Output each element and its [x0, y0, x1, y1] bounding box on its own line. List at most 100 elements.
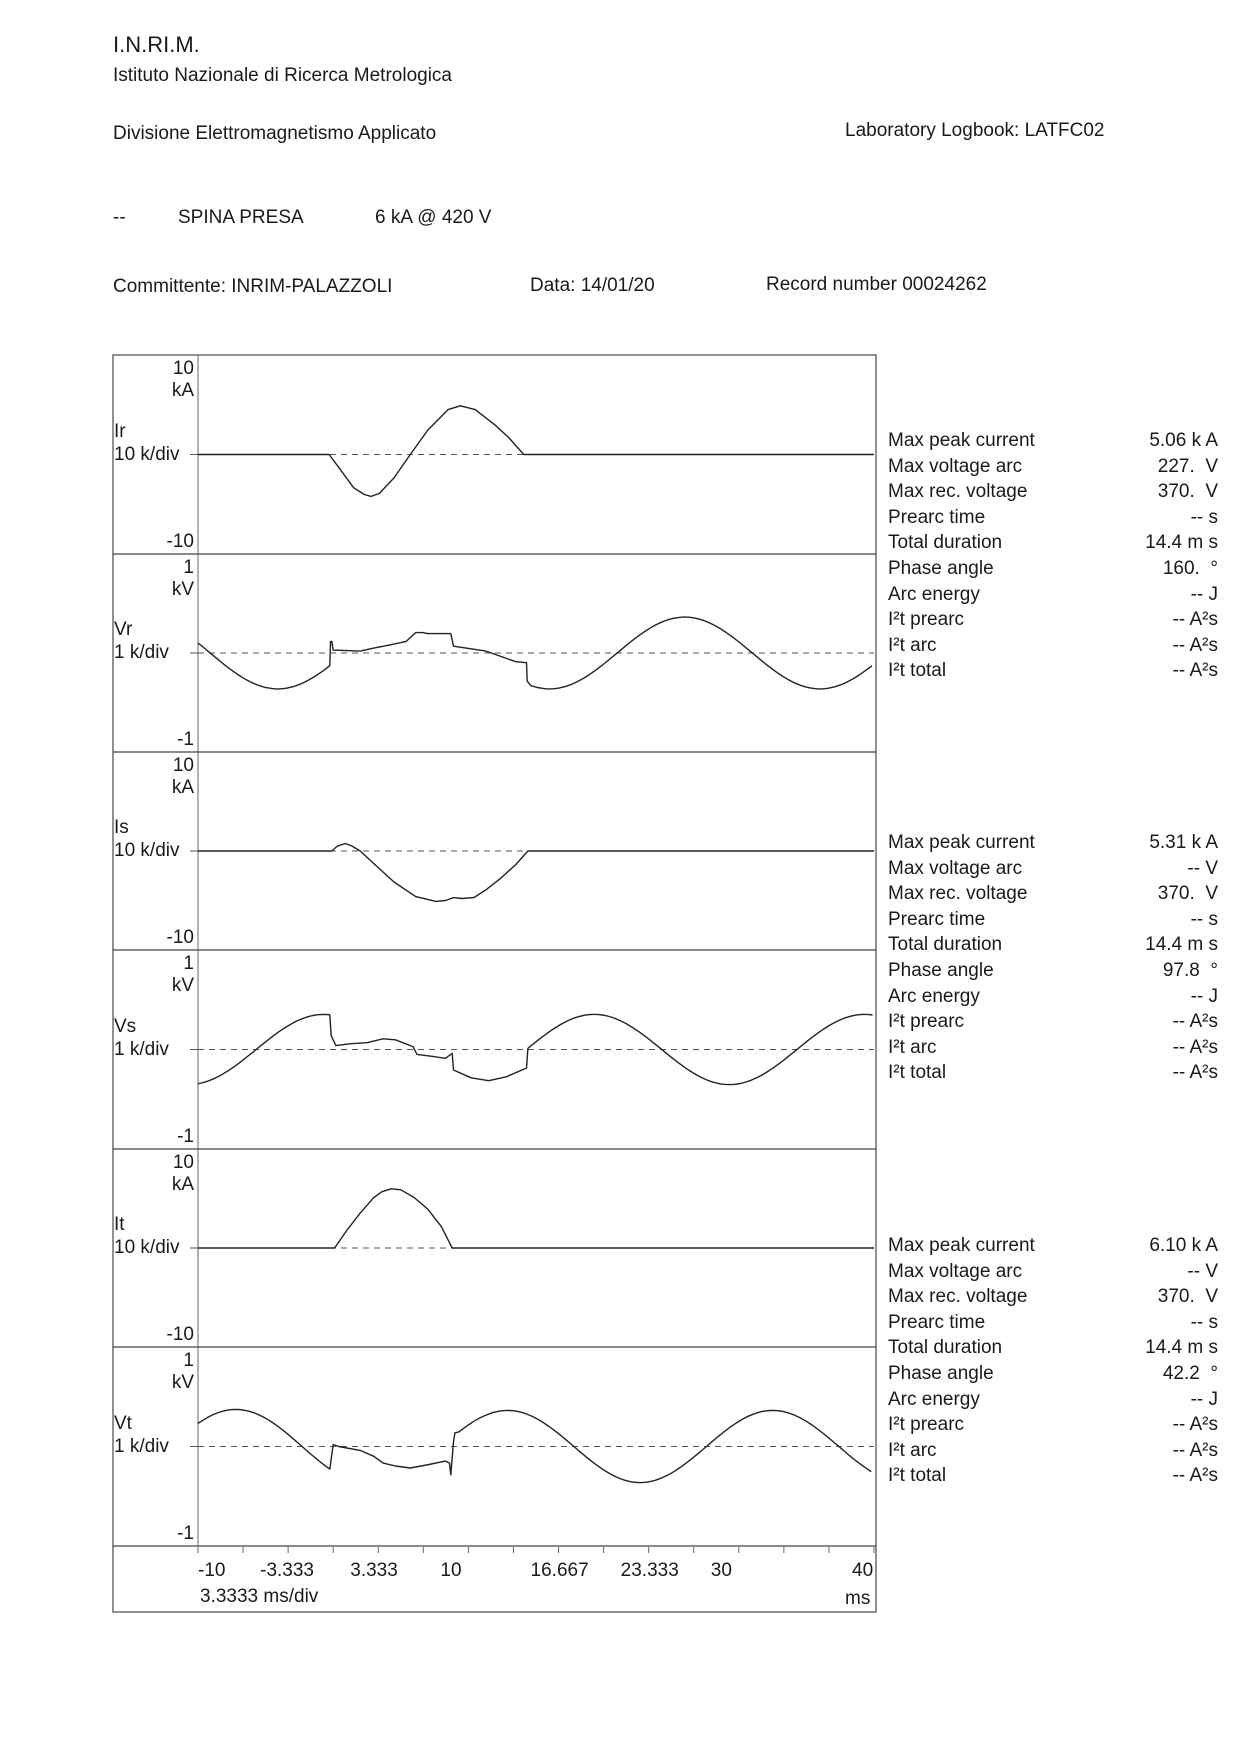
stats-value: 14.4 m s [1145, 532, 1218, 554]
stats-row: I²t total -- A²s [888, 1463, 1218, 1489]
stats-value: -- V [1187, 857, 1218, 879]
test-name: SPINA PRESA [178, 207, 304, 228]
stats-row: Phase angle 42.2 ° [888, 1361, 1218, 1387]
y-min-label: -10 [166, 531, 194, 552]
y-unit-label: kA [171, 380, 194, 401]
trace-scale-label: 1 k/div [114, 1038, 169, 1060]
stats-row: I²t total -- A²s [888, 1060, 1218, 1086]
stats-label: Max rec. voltage [888, 883, 1028, 905]
stats-label: Total duration [888, 934, 1003, 956]
stats-value: -- s [1190, 506, 1218, 528]
y-unit-label: kV [171, 975, 194, 996]
stats-label: Phase angle [888, 557, 994, 579]
stats-value: -- V [1187, 1260, 1218, 1282]
stats-row: Max voltage arc -- V [888, 1259, 1218, 1285]
stats-value: 5.31 k A [1149, 832, 1218, 853]
stats-label: I²t prearc [888, 1011, 965, 1033]
stats-label: Prearc time [888, 1311, 986, 1333]
stats-label: Max peak current [888, 832, 1035, 853]
y-min-label: -10 [166, 1324, 194, 1345]
stats-label: Total duration [888, 1337, 1003, 1359]
stats-value: 160. ° [1162, 557, 1218, 579]
logbook: Laboratory Logbook: LATFC02 [845, 120, 1105, 141]
trace-name: Vr [114, 619, 133, 640]
stats-row: Arc energy -- J [888, 582, 1218, 608]
y-unit-label: kV [171, 1372, 194, 1393]
stats-row: I²t prearc -- A²s [888, 1412, 1218, 1438]
stats-value: 370. V [1157, 883, 1218, 905]
y-min-label: -10 [166, 927, 194, 948]
stats-row: Prearc time -- s [888, 1310, 1218, 1336]
x-tick-label: 16.667 [530, 1560, 589, 1581]
y-max-label: 1 [183, 1350, 194, 1371]
stats-row: I²t prearc -- A²s [888, 1009, 1218, 1035]
stats-label: Prearc time [888, 908, 986, 930]
stats-value: 227. V [1157, 455, 1218, 477]
stats-label: I²t total [888, 660, 947, 682]
stats-value: -- A²s [1172, 634, 1218, 656]
x-tick-label: 3.333 [350, 1560, 398, 1581]
stats-label: Arc energy [888, 985, 980, 1007]
stats-row: Arc energy -- J [888, 984, 1218, 1010]
stats-value: -- J [1190, 985, 1218, 1007]
stats-label: I²t prearc [888, 609, 965, 631]
stats-value: 370. V [1157, 1286, 1218, 1308]
trace-scale-label: 1 k/div [114, 642, 169, 663]
trace-scale-label: 10 k/div [114, 443, 180, 465]
test-date: Data: 14/01/20 [530, 275, 655, 296]
trace-vr [197, 616, 873, 690]
trace-vs [197, 1013, 873, 1086]
stats-row: Total duration 14.4 m s [888, 932, 1218, 958]
trace-name: It [114, 1214, 125, 1235]
y-min-label: -1 [177, 729, 194, 750]
stats-value: 42.2 ° [1162, 1362, 1218, 1384]
y-unit-label: kA [171, 777, 194, 798]
stats-label: Phase angle [888, 1362, 994, 1384]
trace-name: Is [114, 817, 129, 838]
stats-label: Max peak current [888, 1235, 1035, 1256]
trace-name: Vt [114, 1412, 132, 1434]
trace-name: Vs [114, 1015, 137, 1037]
stats-row: Max voltage arc -- V [888, 856, 1218, 882]
stats-row: Arc energy -- J [888, 1387, 1218, 1413]
stats-row: Prearc time -- s [888, 907, 1218, 933]
x-tick-label: 23.333 [620, 1560, 679, 1581]
stats-value: 5.06 k A [1149, 430, 1218, 451]
stats-label: Total duration [888, 532, 1003, 554]
stats-label: Prearc time [888, 506, 986, 528]
stats-row: Max peak current 5.06 k A [888, 428, 1218, 454]
y-max-label: 10 [172, 358, 194, 379]
stats-label: I²t prearc [888, 1414, 965, 1436]
stats-value: -- A²s [1172, 1062, 1218, 1084]
stats-value: -- s [1190, 1311, 1218, 1333]
trace-it [198, 1188, 874, 1249]
stats-row: Max peak current 6.10 k A [888, 1233, 1218, 1259]
stats-value: 14.4 m s [1145, 934, 1218, 956]
stats-row: Max voltage arc 227. V [888, 454, 1218, 480]
stats-label: Max peak current [888, 430, 1035, 451]
y-max-label: 10 [172, 1152, 194, 1173]
stats-value: 370. V [1157, 481, 1218, 503]
stats-row: I²t total -- A²s [888, 658, 1218, 684]
stats-value: -- J [1190, 583, 1218, 605]
x-tick-label: 30 [710, 1560, 732, 1581]
stats-value: -- A²s [1172, 609, 1218, 631]
y-max-label: 1 [183, 953, 194, 974]
stats-row: Prearc time -- s [888, 505, 1218, 531]
trace-ir [198, 405, 874, 498]
stats-value: -- A²s [1172, 1439, 1218, 1461]
stats-label: I²t arc [888, 1439, 937, 1461]
stats-row: Phase angle 160. ° [888, 556, 1218, 582]
stats-value: -- A²s [1172, 1414, 1218, 1436]
trace-is [198, 842, 874, 903]
test-rating: 6 kA @ 420 V [375, 207, 492, 228]
y-max-label: 10 [172, 755, 194, 776]
stats-label: Max voltage arc [888, 455, 1023, 477]
record-number: Record number 00024262 [766, 274, 987, 295]
test-dash: -- [113, 207, 126, 228]
stats-row: Max rec. voltage 370. V [888, 1284, 1218, 1310]
trace-scale-label: 10 k/div [114, 1237, 180, 1258]
trace-scale-label: 10 k/div [114, 840, 180, 861]
stats-block: Max peak current 5.31 k A Max voltage arc -… [888, 830, 1218, 1086]
stats-value: 6.10 k A [1149, 1235, 1218, 1256]
